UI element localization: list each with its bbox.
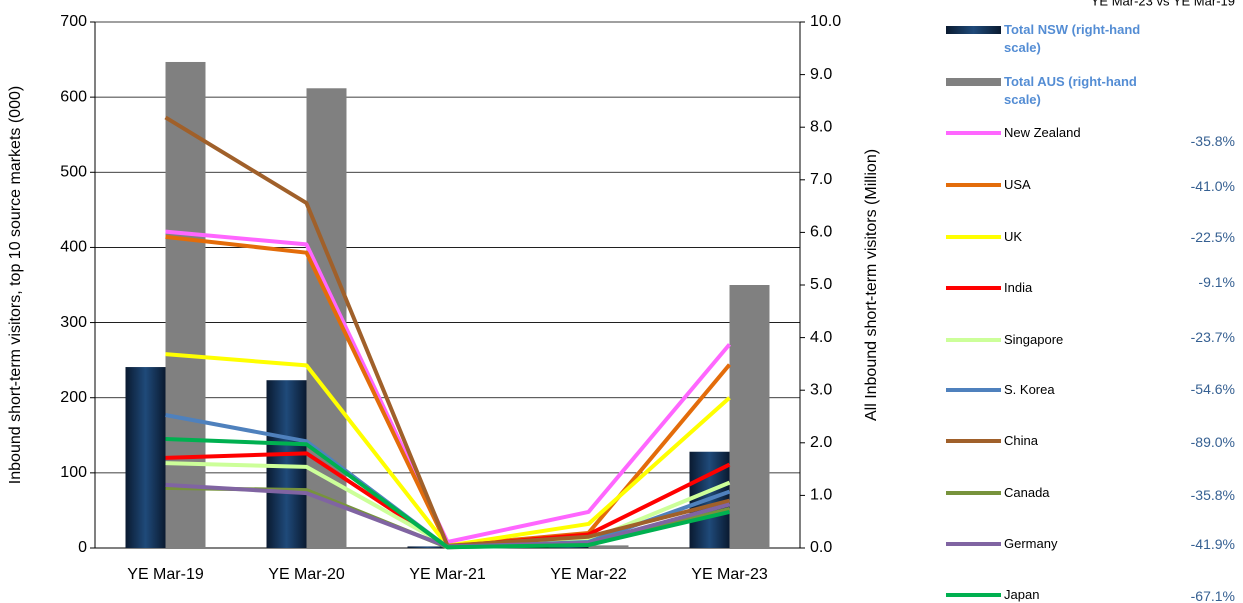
legend-label: Japan xyxy=(1004,587,1040,602)
change-label: -41.9% xyxy=(1190,536,1235,552)
y2-tick-label: 5.0 xyxy=(810,276,832,293)
bar xyxy=(729,285,770,548)
x-tick-label: YE Mar-22 xyxy=(550,566,627,583)
x-tick-label: YE Mar-19 xyxy=(127,566,204,583)
change-label: -9.1% xyxy=(1198,274,1235,290)
legend-label: Total NSW (right-hand scale) xyxy=(1004,22,1141,55)
change-label: -22.5% xyxy=(1190,229,1235,245)
change-label: -35.8% xyxy=(1190,133,1235,149)
bar xyxy=(125,367,166,548)
line xyxy=(165,229,732,544)
y-axis-title: Inbound short-term visitors, top 10 sour… xyxy=(7,86,24,484)
y-tick-label: 500 xyxy=(60,164,87,181)
y-tick-label: 400 xyxy=(60,239,87,256)
y2-tick-label: 3.0 xyxy=(810,381,832,398)
y2-tick-label: 9.0 xyxy=(810,66,832,83)
change-label: -23.7% xyxy=(1190,329,1235,345)
y-tick-label: 200 xyxy=(60,389,87,406)
bar xyxy=(165,61,206,548)
legend-label: New Zealand xyxy=(1004,125,1081,140)
y2-tick-label: 2.0 xyxy=(810,434,832,451)
subtitle: YE Mar-23 vs YE Mar-19 xyxy=(1091,0,1235,8)
legend-swatch xyxy=(946,26,1001,34)
y2-tick-label: 4.0 xyxy=(810,329,832,346)
legend-label: Singapore xyxy=(1004,332,1064,347)
legend-label: UK xyxy=(1004,229,1023,244)
line xyxy=(165,437,730,550)
bar xyxy=(548,546,589,548)
change-label: -67.1% xyxy=(1190,588,1235,603)
x-tick-label: YE Mar-23 xyxy=(691,566,768,583)
legend-label: S. Korea xyxy=(1004,382,1055,397)
legend-label: Canada xyxy=(1004,485,1050,500)
y-tick-label: 700 xyxy=(60,13,87,30)
legend-label: Germany xyxy=(1004,536,1058,551)
y2-axis-title: All Inbound short-term visitors (Million… xyxy=(863,149,880,421)
change-label: -35.8% xyxy=(1190,487,1235,503)
legend-label: India xyxy=(1004,280,1033,295)
y-tick-label: 100 xyxy=(60,464,87,481)
y2-tick-label: 8.0 xyxy=(810,118,832,135)
y2-tick-label: 0.0 xyxy=(810,539,832,556)
bar xyxy=(407,546,448,548)
y2-tick-label: 6.0 xyxy=(810,224,832,241)
legend-label: USA xyxy=(1004,177,1031,192)
y-tick-label: 300 xyxy=(60,314,87,331)
legend-swatch xyxy=(946,78,1001,86)
line xyxy=(164,115,730,548)
legend-label: Total AUS (right-hand scale) xyxy=(1004,74,1137,107)
change-label: -89.0% xyxy=(1190,434,1235,450)
legend-label: China xyxy=(1004,433,1038,448)
x-tick-label: YE Mar-21 xyxy=(409,566,486,583)
bar xyxy=(588,545,629,548)
y2-tick-label: 10.0 xyxy=(810,13,841,30)
line xyxy=(165,234,732,548)
y-tick-label: 600 xyxy=(60,88,87,105)
y2-tick-label: 1.0 xyxy=(810,487,832,504)
x-tick-label: YE Mar-20 xyxy=(268,566,345,583)
change-label: -54.6% xyxy=(1190,381,1235,397)
change-label: -41.0% xyxy=(1190,178,1235,194)
y2-tick-label: 7.0 xyxy=(810,171,832,188)
y-tick-label: 0 xyxy=(78,539,87,556)
